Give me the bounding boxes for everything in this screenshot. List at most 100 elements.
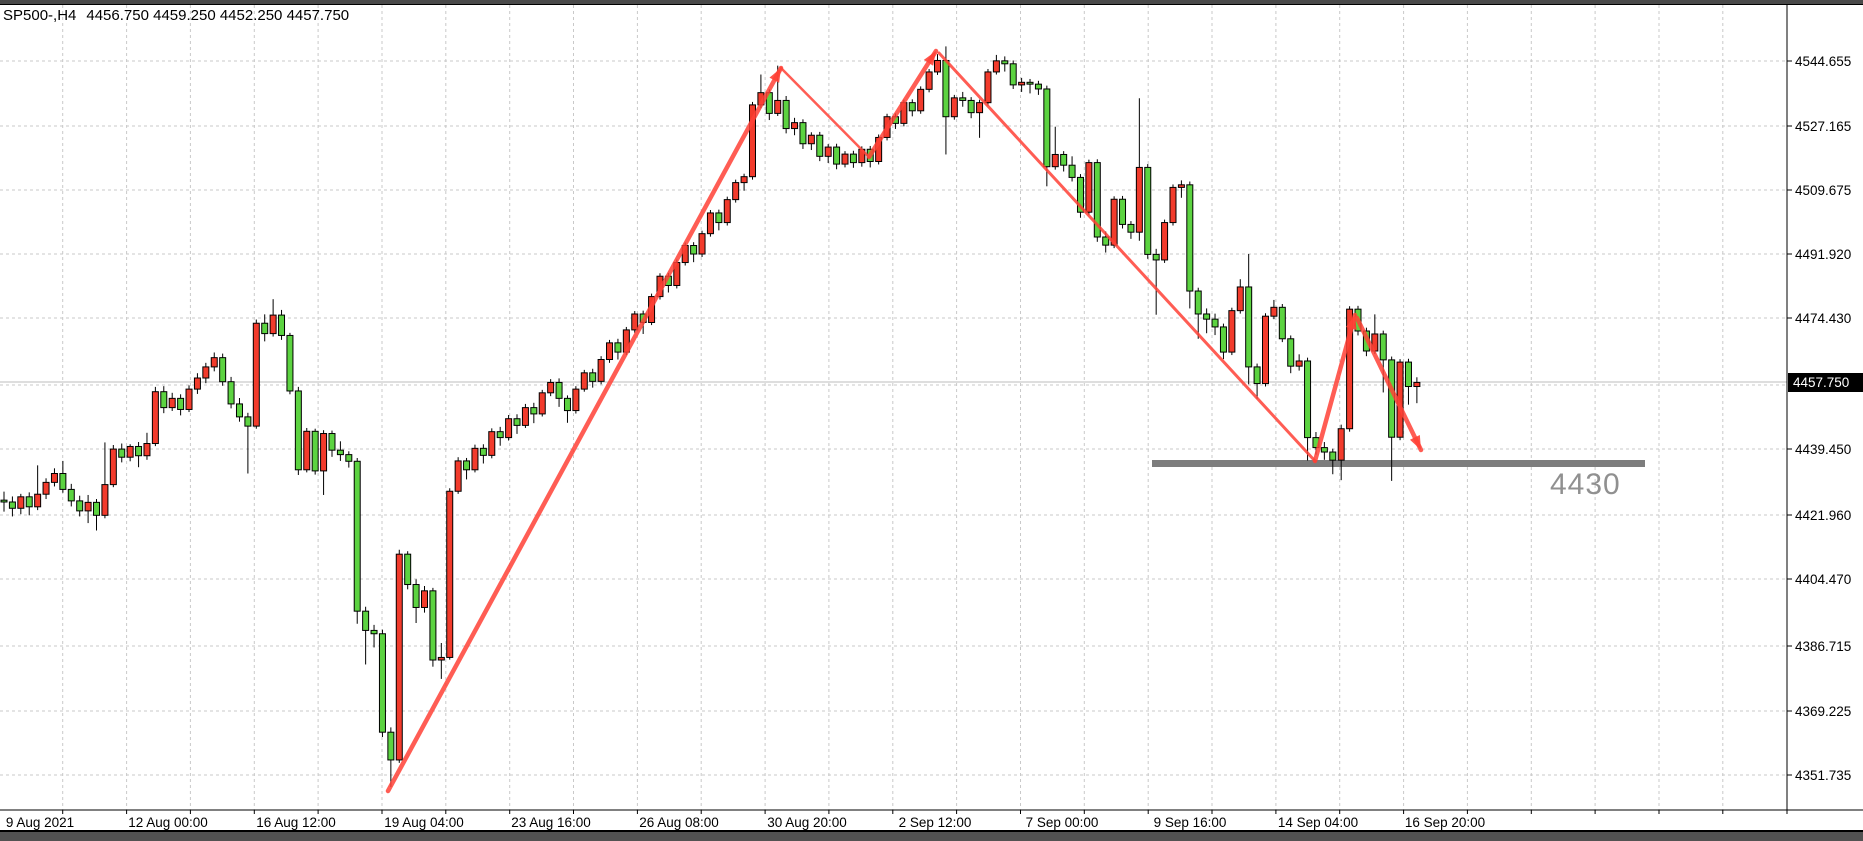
- candle: [791, 122, 799, 130]
- candle: [496, 431, 504, 439]
- candle: [1320, 447, 1328, 453]
- candle: [1379, 333, 1387, 361]
- candle: [76, 500, 84, 512]
- candle: [412, 584, 420, 608]
- candle: [1337, 428, 1345, 461]
- candle: [488, 431, 496, 456]
- candle: [25, 496, 33, 508]
- trend-arrow-line[interactable]: [385, 65, 784, 794]
- candle: [446, 490, 454, 658]
- candle: [454, 460, 462, 492]
- candle: [429, 590, 437, 661]
- candle: [748, 104, 756, 178]
- candle: [1413, 381, 1421, 388]
- candle: [807, 134, 815, 145]
- time-axis-label: 9 Sep 16:00: [1154, 815, 1227, 830]
- candle: [614, 342, 622, 353]
- candle: [378, 633, 386, 733]
- candle: [311, 430, 319, 472]
- candle: [135, 445, 143, 457]
- candle: [437, 656, 445, 661]
- candle: [563, 397, 571, 412]
- candle: [984, 71, 992, 104]
- price-axis-label: 4544.655: [1795, 54, 1851, 69]
- price-axis-label: 4509.675: [1795, 183, 1851, 198]
- candle: [1203, 313, 1211, 320]
- candle: [50, 472, 58, 483]
- candle: [185, 388, 193, 410]
- trend-arrowhead-icon: [923, 51, 936, 66]
- candle: [193, 377, 201, 390]
- chart-title: SP500-,H4 4456.750 4459.250 4452.250 4457…: [3, 7, 349, 24]
- candle: [530, 407, 538, 415]
- candle: [572, 388, 580, 412]
- candle: [143, 443, 151, 457]
- candle: [151, 391, 159, 445]
- candle: [950, 97, 958, 118]
- support-line[interactable]: [1152, 460, 1645, 467]
- candle: [261, 322, 269, 335]
- trend-arrow-line[interactable]: [1354, 315, 1424, 453]
- candle: [1253, 366, 1261, 385]
- candle: [202, 366, 210, 379]
- candle: [93, 501, 101, 516]
- time-axis-label: 16 Sep 20:00: [1405, 815, 1485, 830]
- candle: [1287, 338, 1295, 367]
- candle: [715, 212, 723, 224]
- candle: [1144, 166, 1152, 255]
- trend-arrow-line[interactable]: [779, 66, 871, 159]
- candle: [1245, 286, 1253, 368]
- time-axis-label: 19 Aug 04:00: [384, 815, 464, 830]
- candle: [336, 449, 344, 456]
- candle: [1018, 81, 1026, 86]
- candle: [1169, 186, 1177, 224]
- trend-arrowhead-icon: [769, 68, 781, 83]
- price-axis-label: 4439.450: [1795, 442, 1851, 457]
- candle: [101, 484, 109, 516]
- candle: [774, 99, 782, 114]
- window-top-edge: [0, 0, 1863, 5]
- candle: [362, 610, 370, 631]
- trend-arrow-line[interactable]: [1312, 312, 1358, 464]
- support-level-label[interactable]: 4430: [1550, 468, 1621, 501]
- candle: [942, 59, 950, 118]
- trend-arrow-line[interactable]: [866, 48, 939, 160]
- candle: [976, 102, 984, 114]
- candle: [177, 397, 185, 410]
- trend-arrow-line[interactable]: [937, 51, 1317, 463]
- current-price-badge: 4457.750: [1788, 373, 1863, 392]
- candle: [521, 407, 529, 426]
- candle: [8, 501, 16, 509]
- candle: [303, 430, 311, 471]
- candle: [505, 418, 513, 439]
- candle: [109, 448, 117, 486]
- candle: [244, 416, 252, 427]
- candle: [1219, 326, 1227, 353]
- candle: [690, 245, 698, 255]
- trend-arrowhead-icon: [1345, 315, 1357, 330]
- candle: [1068, 164, 1076, 178]
- candle: [235, 403, 243, 418]
- candle: [925, 71, 933, 90]
- candle: [387, 731, 395, 761]
- candle: [555, 381, 563, 399]
- candle: [479, 447, 487, 456]
- candle: [1127, 223, 1135, 233]
- candle: [1161, 222, 1169, 261]
- candle: [513, 418, 521, 426]
- candle: [252, 322, 260, 427]
- candle: [219, 357, 227, 383]
- candle: [404, 553, 412, 586]
- candle: [740, 176, 748, 184]
- candle: [1270, 306, 1278, 317]
- candle: [723, 199, 731, 224]
- candle: [1009, 63, 1017, 86]
- candle: [824, 146, 832, 157]
- candle: [168, 397, 176, 409]
- price-axis-label: 4527.165: [1795, 119, 1851, 134]
- candle: [1177, 184, 1185, 188]
- candle: [841, 153, 849, 165]
- symbol-period-label: SP500-,H4: [3, 7, 77, 24]
